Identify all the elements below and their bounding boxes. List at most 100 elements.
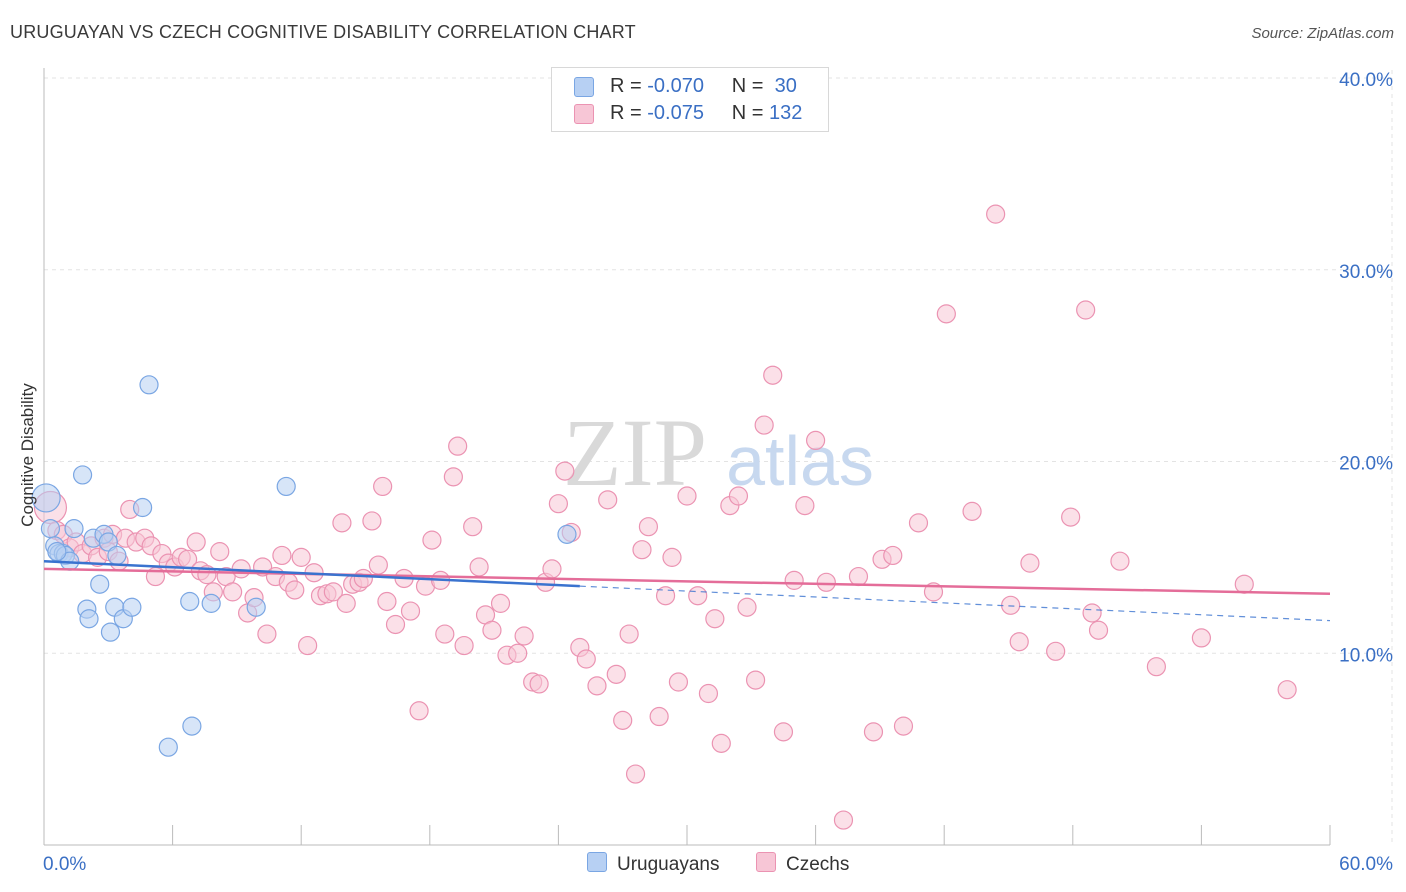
czechs-point (1076, 300, 1096, 320)
uruguayans-point (180, 591, 200, 612)
uruguayans-point (98, 532, 118, 552)
bottom-legend-czechs: Czechs (756, 852, 849, 876)
czechs-point (668, 672, 689, 692)
czechs-point (1110, 551, 1130, 571)
legend-n-value: 132 (769, 102, 803, 124)
czechs-point (291, 547, 311, 567)
czechs-point (443, 467, 463, 487)
czechs-point (745, 670, 766, 690)
czechs-point (711, 733, 731, 753)
czechs-point (816, 572, 836, 592)
czechs-point (257, 624, 277, 644)
czechs-point (662, 547, 682, 567)
czechs-point (435, 624, 455, 644)
czechs-point (625, 764, 646, 784)
czechs-point (186, 532, 206, 552)
czechs-point (368, 555, 388, 575)
czechs-point (655, 586, 676, 606)
y-axis-title: Cognitive Disability (18, 383, 37, 527)
czechs-point (223, 582, 243, 602)
czechs-point (514, 626, 534, 646)
czechs-point (210, 542, 230, 562)
czechs-point (763, 365, 783, 385)
y-tick-label: 30.0% (1339, 262, 1393, 283)
watermark: ZIP atlas (563, 399, 874, 506)
czechs-point (353, 568, 373, 589)
czechs-point (773, 722, 794, 742)
czechs-point (454, 635, 474, 656)
uruguayans-point (132, 497, 153, 518)
czechs-point (555, 461, 575, 481)
czechs-point (469, 557, 489, 577)
bottom-legend-swatch-uruguayans (587, 852, 607, 872)
legend-r-label: R = (610, 75, 642, 97)
czechs-point (705, 609, 725, 629)
czechs-point (576, 649, 596, 669)
czechs-point (1046, 641, 1066, 661)
uruguayans-point (100, 622, 121, 642)
czechs-point (385, 614, 406, 635)
uruguayans-point (40, 519, 61, 539)
czechs-point (336, 593, 356, 613)
x-tick-label-min: 0.0% (43, 854, 86, 875)
czechs-point (482, 620, 502, 640)
czechs-point (688, 586, 708, 606)
czechs-point (1088, 620, 1109, 640)
czechs-point (986, 204, 1006, 224)
czechs-point (362, 511, 382, 531)
czechs-point (587, 676, 607, 696)
uruguayans-point (557, 524, 577, 544)
y-tick-label: 10.0% (1339, 645, 1393, 666)
czechs-point (805, 430, 826, 451)
czechs-point (728, 486, 749, 506)
czechs-trend-line (43, 567, 1331, 596)
chart-title: URUGUAYAN VS CZECH COGNITIVE DISABILITY … (10, 22, 636, 42)
legend-swatch-czechs (574, 104, 594, 124)
czechs-point (833, 810, 854, 830)
czechs-point (677, 486, 697, 506)
uruguayans-trend-line (43, 559, 580, 588)
legend-n-value: 30 (774, 75, 797, 97)
czechs-point (962, 501, 982, 521)
czechs-point (448, 436, 468, 456)
czechs-point (1061, 507, 1081, 527)
czechs-point (908, 513, 929, 533)
czechs-point (332, 513, 352, 533)
czechs-point (422, 530, 442, 550)
uruguayans-point (64, 519, 84, 539)
uruguayans-point (201, 593, 221, 613)
bottom-legend-swatch-czechs (756, 852, 776, 872)
czechs-point (784, 570, 804, 590)
trend-lines (43, 559, 1331, 622)
uruguayans-points (31, 375, 577, 757)
czechs-point (619, 624, 639, 644)
czechs-point (1001, 595, 1021, 615)
correlation-legend: R = -0.070 N = 30 R = -0.075 N = 132 (551, 67, 829, 132)
source-label: Source: ZipAtlas.com (1251, 25, 1394, 42)
czechs-point (373, 476, 393, 497)
uruguayans-point (107, 545, 127, 566)
czechs-point (638, 517, 659, 537)
bottom-legend-label-uruguayans: Uruguayans (617, 854, 720, 875)
czechs-point (490, 593, 511, 613)
bottom-legend-uruguayans: Uruguayans (587, 852, 719, 876)
czechs-point (409, 701, 429, 721)
czechs-point (936, 304, 956, 324)
legend-swatch-uruguayans (574, 77, 594, 97)
uruguayans-point (90, 574, 110, 594)
axes (43, 68, 1331, 846)
legend-n-label: N = (731, 75, 764, 97)
czechs-point (698, 683, 719, 704)
x-tick-label-max: 60.0% (1339, 854, 1393, 875)
czechs-point (463, 517, 483, 537)
czechs-point (400, 601, 421, 621)
czechs-point (863, 722, 884, 742)
czechs-point (754, 415, 774, 435)
czechs-points (33, 204, 1297, 830)
czechs-point (649, 706, 669, 727)
uruguayans-point (31, 483, 61, 513)
czechs-point (632, 540, 652, 560)
czechs-point (298, 635, 318, 656)
czechs-point (542, 559, 562, 579)
